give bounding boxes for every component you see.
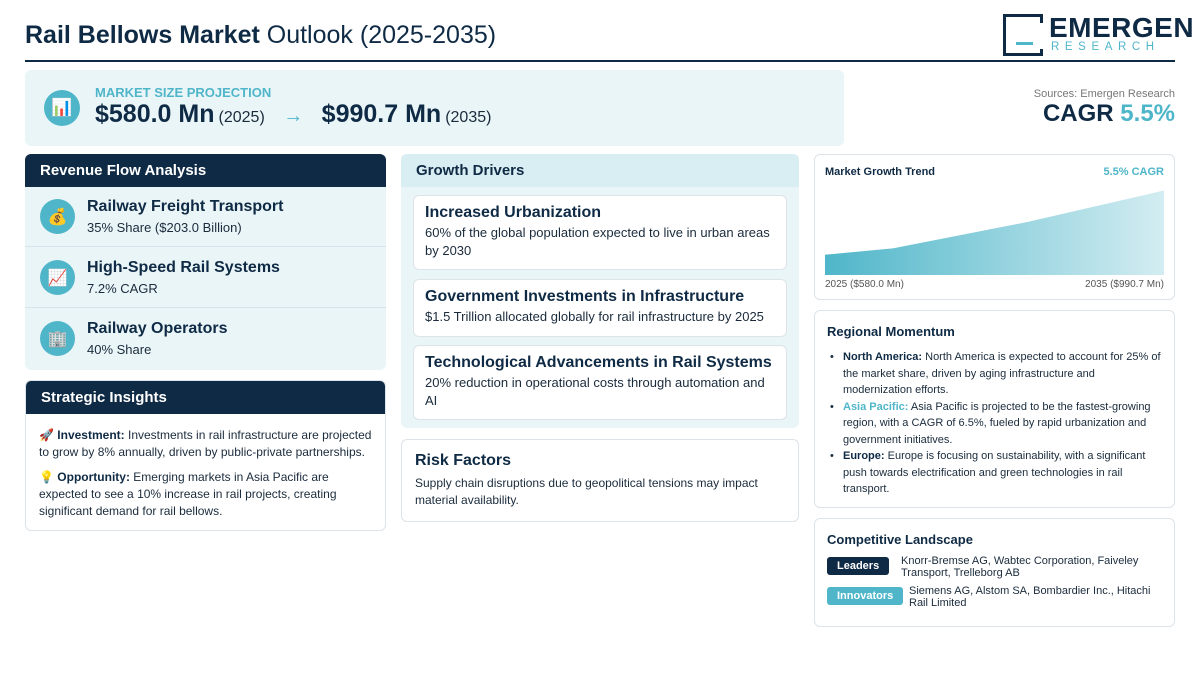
strategic-insights-card: Strategic Insights 🚀 Investment: Investm… (25, 380, 386, 531)
logo-name: EMERGEN (1049, 12, 1195, 43)
region-label: Asia Pacific: (843, 400, 909, 413)
revenue-item-sub: 40% Share (87, 342, 152, 357)
start-year: (2025) (218, 109, 265, 126)
page-header: Rail Bellows Market Outlook (2025-2035) … (25, 12, 1194, 62)
logo-mark-icon (1003, 14, 1043, 56)
end-year: (2035) (445, 109, 492, 126)
revenue-item-title: Railway Freight Transport (87, 198, 284, 215)
trend-cagr: 5.5% CAGR (1103, 166, 1164, 178)
regional-title: Regional Momentum (827, 324, 955, 339)
insight-label: Investment: (57, 428, 125, 442)
insight-investment: 🚀 Investment: Investments in rail infras… (39, 427, 372, 461)
driver-title: Technological Advancements in Rail Syste… (425, 354, 772, 371)
projection-label: MARKET SIZE PROJECTION (95, 85, 272, 100)
region-label: Europe: (843, 450, 885, 462)
driver-title: Increased Urbanization (425, 204, 602, 221)
trend-area (825, 190, 1164, 275)
cagr-summary: CAGR 5.5% (1043, 100, 1175, 128)
insight-text: Emerging markets in Asia Pacific are exp… (39, 470, 337, 518)
growth-drivers-card: Growth Drivers Increased Urbanization 60… (401, 154, 799, 428)
market-size-projection: 📊 MARKET SIZE PROJECTION $580.0 Mn (2025)… (25, 70, 844, 146)
innovators-names: Siemens AG, Alstom SA, Bombardier Inc., … (909, 585, 1151, 609)
revenue-item-sub: 35% Share ($203.0 Billion) (87, 220, 242, 235)
risk-desc: Supply chain disruptions due to geopolit… (415, 476, 758, 507)
competitive-landscape-card: Competitive Landscape Leaders Knorr-Brem… (814, 518, 1175, 627)
emergen-logo: EMERGEN RESEARCH (1003, 12, 1194, 56)
risk-factors-card: Risk Factors Supply chain disruptions du… (401, 439, 799, 522)
driver-title: Government Investments in Infrastructure (425, 288, 745, 305)
insight-opportunity: 💡 Opportunity: Emerging markets in Asia … (39, 469, 372, 520)
revenue-flow-title: Revenue Flow Analysis (25, 154, 386, 187)
trend-title: Market Growth Trend (825, 166, 936, 178)
innovators-badge: Innovators (827, 587, 904, 605)
insight-label: Opportunity: (57, 470, 130, 484)
trend-start-label: 2025 ($580.0 Mn) (825, 279, 904, 290)
trend-end-label: 2035 ($990.7 Mn) (1085, 279, 1164, 290)
revenue-flow-card: Revenue Flow Analysis 💰 Railway Freight … (25, 154, 386, 370)
bar-chart-icon: 📊 (44, 90, 80, 126)
revenue-item: 🏢 Railway Operators 40% Share (25, 309, 386, 369)
strategic-insights-title: Strategic Insights (26, 381, 385, 414)
driver-desc: $1.5 Trillion allocated globally for rai… (425, 309, 764, 324)
end-value: $990.7 Mn (321, 100, 442, 128)
insight-text: Investments in rail infrastructure are p… (39, 428, 372, 459)
revenue-item-title: Railway Operators (87, 320, 228, 337)
region-item-north-america: North America: North America is expected… (827, 349, 1162, 399)
money-bag-icon: 💰 (40, 199, 75, 234)
leaders-badge: Leaders (827, 557, 890, 575)
revenue-item-sub: 7.2% CAGR (87, 281, 158, 296)
driver-desc: 60% of the global population expected to… (425, 225, 770, 258)
growth-area-chart (825, 190, 1164, 275)
trend-up-icon: 📈 (40, 260, 75, 295)
regional-momentum-card: Regional Momentum North America: North A… (814, 310, 1175, 508)
growth-drivers-title: Growth Drivers (401, 154, 799, 187)
growth-driver-item: Government Investments in Infrastructure… (413, 279, 787, 337)
driver-desc: 20% reduction in operational costs throu… (425, 375, 765, 408)
region-text: Europe is focusing on sustainability, wi… (843, 450, 1146, 495)
region-label: North America: (843, 351, 923, 363)
competitive-row-innovators: Innovators Siemens AG, Alstom SA, Bombar… (827, 585, 1162, 617)
region-item-europe: Europe: Europe is focusing on sustainabi… (827, 448, 1162, 498)
growth-driver-item: Increased Urbanization 60% of the global… (413, 195, 787, 270)
competitive-title: Competitive Landscape (827, 532, 973, 547)
market-growth-trend-card: Market Growth Trend 5.5% CAGR 2025 ($580… (814, 154, 1175, 300)
region-text: Asia Pacific is projected to be the fast… (843, 400, 1151, 446)
sources-text: Sources: Emergen Research (1033, 88, 1175, 100)
arrow-right-icon: → (283, 105, 304, 127)
competitive-row-leaders: Leaders Knorr-Bremse AG, Wabtec Corporat… (827, 555, 1162, 587)
cagr-value: 5.5% (1120, 100, 1175, 127)
revenue-item: 💰 Railway Freight Transport 35% Share ($… (25, 187, 386, 247)
title-bold: Rail Bellows Market (25, 21, 260, 49)
rocket-icon: 🚀 (39, 428, 54, 442)
growth-driver-item: Technological Advancements in Rail Syste… (413, 345, 787, 420)
start-value: $580.0 Mn (95, 100, 215, 128)
title-light: Outlook (2025-2035) (266, 21, 497, 49)
projection-values: $580.0 Mn (2025) → $990.7 Mn (2035) (95, 100, 491, 129)
regional-list: North America: North America is expected… (827, 349, 1162, 498)
building-icon: 🏢 (40, 321, 75, 356)
region-text: North America is expected to account for… (843, 351, 1161, 396)
cagr-label: CAGR (1042, 100, 1114, 127)
lightbulb-icon: 💡 (39, 470, 54, 484)
revenue-item-title: High-Speed Rail Systems (87, 259, 280, 276)
revenue-item: 📈 High-Speed Rail Systems 7.2% CAGR (25, 248, 386, 308)
page-title: Rail Bellows Market Outlook (2025-2035) (25, 21, 496, 50)
logo-subtitle: RESEARCH (1051, 41, 1160, 53)
leaders-names: Knorr-Bremse AG, Wabtec Corporation, Fai… (901, 555, 1139, 579)
risk-title: Risk Factors (415, 452, 512, 469)
region-item-asia-pacific: Asia Pacific: Asia Pacific is projected … (827, 399, 1162, 449)
